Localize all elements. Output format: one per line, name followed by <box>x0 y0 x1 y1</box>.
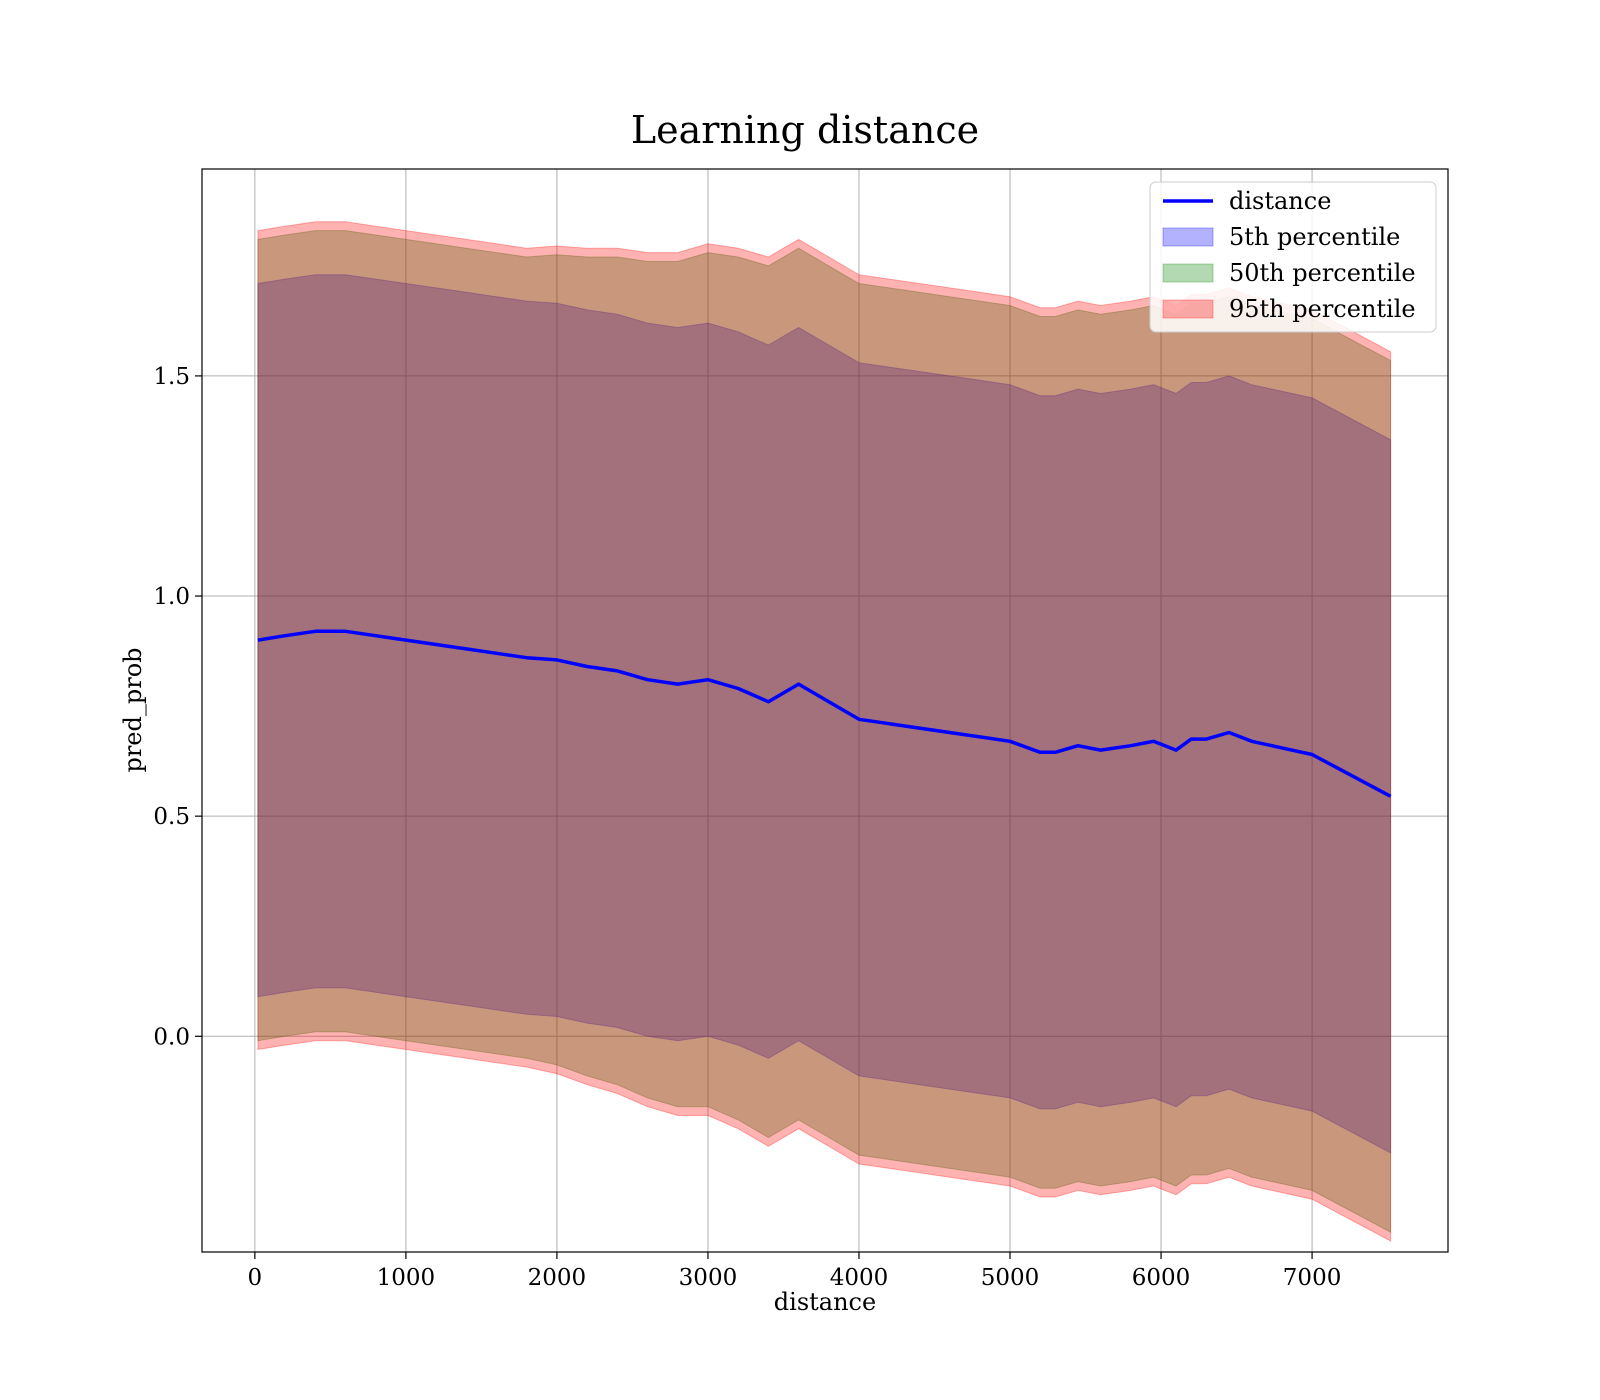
percentile-bands <box>257 221 1392 1242</box>
x-tick-label: 7000 <box>1283 1265 1342 1291</box>
y-tick-label: 1.5 <box>153 364 190 390</box>
band-5th-percentile <box>257 274 1392 1154</box>
legend: distance 5th percentile 50th percentile 95t… <box>1149 181 1437 333</box>
band-50th-percentile <box>257 230 1392 1234</box>
y-tick-label: 1.0 <box>153 584 190 610</box>
x-tick-label: 5000 <box>981 1265 1040 1291</box>
series-line-distance <box>257 629 1392 798</box>
y-tick-label: 0.0 <box>153 1024 190 1050</box>
chart-title: Learning distance <box>631 108 979 152</box>
legend-swatch <box>1162 227 1214 247</box>
x-tick-label: 4000 <box>830 1265 889 1291</box>
x-tick-label: 6000 <box>1132 1265 1191 1291</box>
y-axis-label: pred_prob <box>119 647 147 772</box>
series-lines <box>257 629 1392 798</box>
x-tick-label: 3000 <box>679 1265 738 1291</box>
x-tick-label: 2000 <box>528 1265 587 1291</box>
grid-lines <box>202 169 1448 1252</box>
x-tick-label: 0 <box>248 1265 263 1291</box>
legend-label: 95th percentile <box>1229 295 1416 323</box>
legend-label: 5th percentile <box>1229 223 1400 251</box>
x-axis-label: distance <box>774 1288 876 1316</box>
legend-swatch <box>1162 263 1214 283</box>
legend-box <box>1149 181 1437 333</box>
y-axis-ticks: 0.0 0.5 1.0 1.5 <box>153 364 202 1050</box>
x-tick-label: 1000 <box>377 1265 436 1291</box>
legend-label: 50th percentile <box>1229 259 1416 287</box>
y-tick-label: 0.5 <box>153 804 190 830</box>
plot-frame <box>201 168 1449 1253</box>
band-95th-percentile <box>257 221 1392 1242</box>
legend-label: distance <box>1229 187 1331 215</box>
x-axis-ticks: 0 1000 2000 3000 4000 5000 6000 7000 <box>248 1252 1342 1291</box>
legend-swatch <box>1162 299 1214 319</box>
